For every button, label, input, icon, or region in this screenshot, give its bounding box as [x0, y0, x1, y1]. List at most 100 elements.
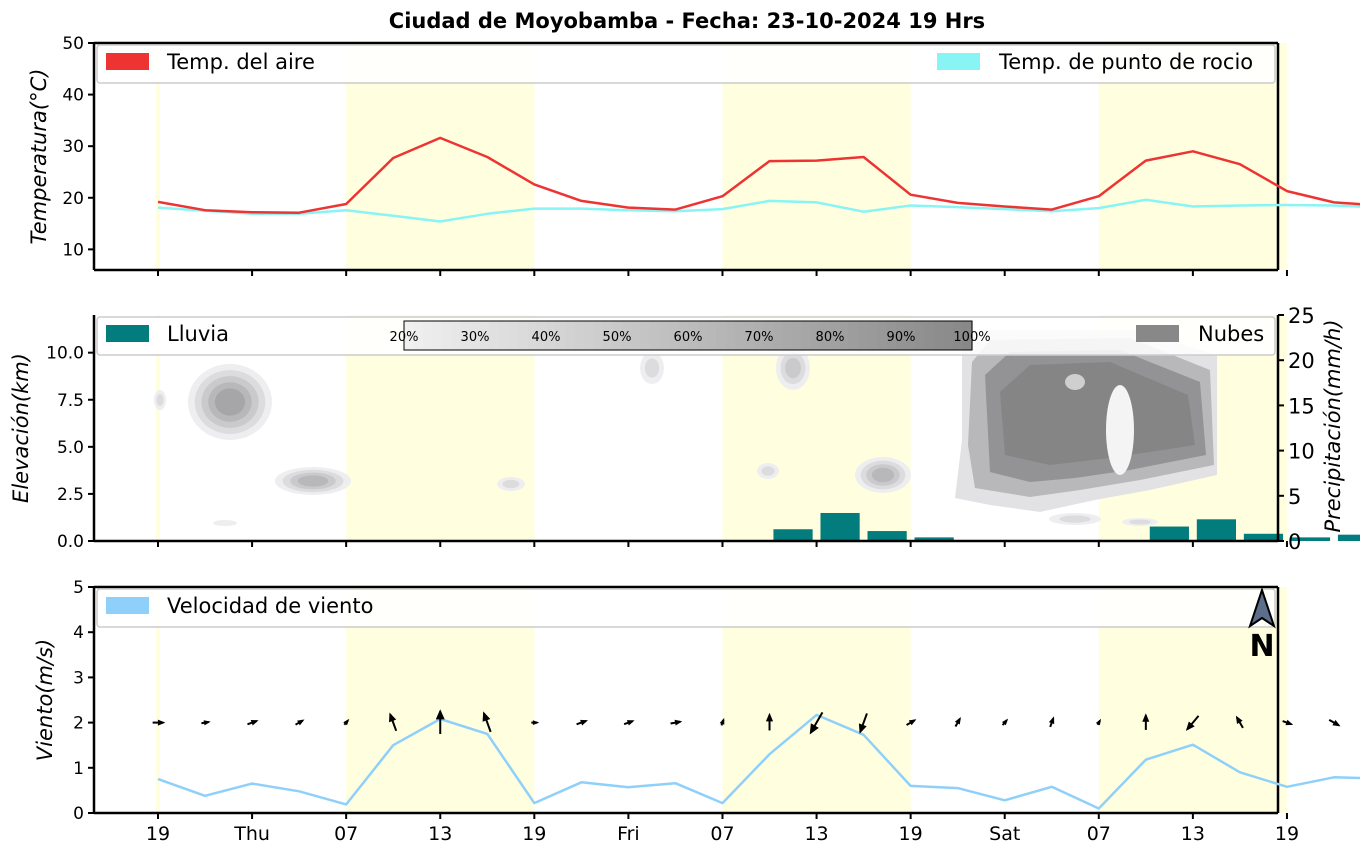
- wind-arrow: [435, 709, 445, 734]
- x-tick-label: 19: [522, 823, 546, 845]
- y-tick-label: 3: [73, 668, 84, 688]
- colorbar-segment: [602, 321, 613, 350]
- colorbar-segment: [479, 321, 490, 350]
- y2-tick-label: 15: [1288, 394, 1315, 418]
- y2-tick-label: 5: [1288, 485, 1301, 509]
- colorbar-label: 60%: [674, 330, 703, 345]
- y-tick-label: 10: [62, 240, 84, 260]
- wind-speed-line: [157, 713, 1360, 810]
- wind-arrow-head: [765, 712, 774, 722]
- x-tick-label: 07: [334, 823, 358, 845]
- wind-arrow-head: [1185, 721, 1195, 731]
- y-tick-label: 0: [73, 804, 84, 824]
- colorbar-segment: [744, 321, 755, 350]
- colorbar-segment: [422, 321, 433, 350]
- wind-arrow-head: [1235, 715, 1243, 724]
- colorbar-segment: [877, 321, 888, 350]
- wind-arrow-head: [203, 720, 211, 726]
- y-tick-label: 2: [73, 714, 84, 734]
- colorbar-segment: [574, 321, 585, 350]
- legend-box: [96, 44, 1276, 84]
- wind-arrow-head: [532, 720, 540, 725]
- x-tick-label: 13: [428, 823, 452, 845]
- legend-swatch-rain: [106, 325, 149, 342]
- wind-arrow-head: [1002, 718, 1009, 726]
- colorbar-segment: [773, 321, 784, 350]
- wind-arrow: [670, 719, 683, 726]
- x-tick-label: 07: [710, 823, 734, 845]
- wind-arrow-head: [343, 718, 350, 726]
- colorbar-segment: [867, 321, 878, 350]
- colorbar-segment: [583, 321, 594, 350]
- colorbar-label: 90%: [887, 330, 916, 345]
- y-tick-label: 2.5: [57, 485, 84, 505]
- colorbar-segment: [754, 321, 765, 350]
- colorbar-segment: [886, 321, 897, 350]
- colorbar-segment: [858, 321, 869, 350]
- colorbar-segment: [650, 321, 661, 350]
- north-arrow-icon: N: [1248, 586, 1276, 664]
- cloud-gap: [1106, 385, 1134, 475]
- wind-arrow: [719, 717, 725, 726]
- cloud-gap: [1065, 374, 1085, 390]
- cloud-blob: [297, 475, 329, 487]
- x-tick-label: 13: [804, 823, 828, 845]
- colorbar-segment: [716, 321, 727, 350]
- x-tick-label: Sat: [989, 823, 1020, 845]
- x-tick-label: Fri: [617, 823, 640, 845]
- rain-bar: [1149, 526, 1189, 541]
- colorbar-segment: [413, 321, 424, 350]
- colorbar-segment: [782, 321, 793, 350]
- wind-arrow-head: [482, 711, 491, 722]
- wind-arrow: [482, 711, 492, 733]
- colorbar-segment: [830, 321, 841, 350]
- y-tick-label: 10.0: [46, 344, 84, 364]
- legend-label-clouds: Nubes: [1198, 322, 1264, 346]
- legend-swatch-clouds: [1136, 325, 1179, 342]
- wind-arrow: [343, 718, 350, 726]
- colorbar-segment: [659, 321, 670, 350]
- wind-arrow: [1328, 718, 1341, 727]
- colorbar-label: 80%: [816, 330, 845, 345]
- y2-tick-label: 25: [1288, 304, 1315, 328]
- rain-bar: [1196, 519, 1236, 541]
- colorbar-segment: [763, 321, 774, 350]
- y-tick-label: 5: [73, 578, 84, 598]
- rain-bar: [1290, 537, 1331, 541]
- legend-box: [96, 588, 1276, 628]
- wind-arrow: [1185, 715, 1200, 731]
- legend-label-dew-point: Temp. de punto de rocio: [998, 50, 1253, 74]
- wind-arrow: [295, 719, 305, 726]
- colorbar-segment: [943, 321, 954, 350]
- x-tick-label: 19: [899, 823, 923, 845]
- rain-clouds-panel: 0.0 2.5 5.0 7.5 10.0 0 5 10 15 20 25 Elevación(km) P…: [9, 304, 1360, 554]
- wind-panel: 0 1 2 3 4 5 Viento(m/s) Velocidad de viento: [33, 578, 1360, 824]
- y-tick-label: 0.0: [57, 532, 84, 552]
- colorbar-segment: [962, 321, 973, 350]
- compass-label: N: [1249, 629, 1274, 664]
- rain-bar: [1337, 534, 1360, 541]
- wind-arrow-head: [719, 717, 725, 725]
- colorbar-segment: [820, 321, 831, 350]
- wind-arrow: [623, 720, 635, 726]
- wind-arrow: [1235, 715, 1244, 729]
- wind-arrow-head: [250, 720, 259, 726]
- colorbar-segment: [451, 321, 462, 350]
- colorbar-segment: [536, 321, 547, 350]
- wind-arrow-head: [674, 719, 683, 726]
- wind-arrow: [576, 719, 588, 726]
- wind-arrow-head: [1142, 713, 1150, 722]
- cloud-blob: [214, 388, 246, 416]
- cloud-blob: [1059, 515, 1091, 523]
- wind-arrow: [1001, 718, 1009, 726]
- wind-arrow: [531, 720, 540, 725]
- colorbar-segment: [432, 321, 443, 350]
- colorbar-segment: [725, 321, 736, 350]
- rain-bar: [1243, 533, 1284, 541]
- legend-swatch-dew-point: [937, 53, 980, 70]
- wind-arrow-head: [157, 719, 166, 726]
- x-tick-label: Thu: [233, 823, 270, 845]
- wind-arrow-head: [908, 719, 917, 726]
- wind-arrow-head: [1048, 716, 1055, 725]
